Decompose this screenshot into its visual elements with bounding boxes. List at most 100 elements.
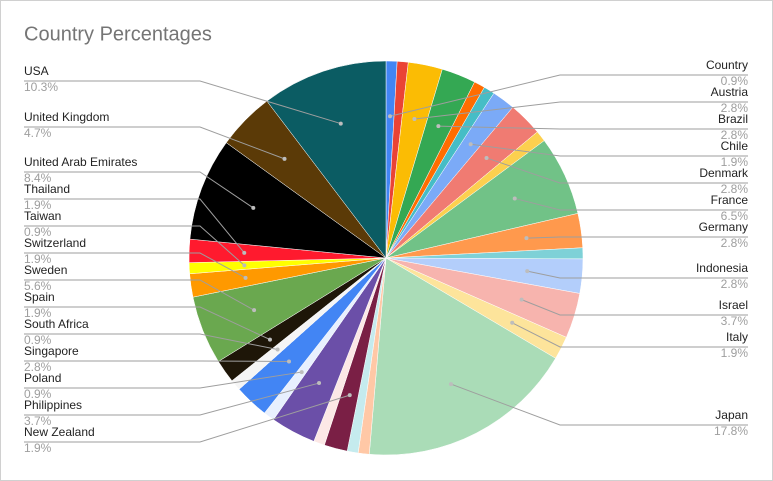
- label-value: 2.8%: [721, 101, 749, 115]
- leader-dot: [299, 370, 304, 375]
- label-name: Taiwan: [24, 209, 61, 223]
- leader-line: [389, 74, 748, 117]
- leader-line: [526, 236, 748, 239]
- label-name: United Kingdom: [24, 110, 109, 124]
- label-value: 8.4%: [24, 171, 52, 185]
- leader-line: [470, 143, 748, 157]
- label-value: 2.8%: [721, 182, 749, 196]
- label-name: Thailand: [24, 182, 70, 196]
- leader-line: [24, 225, 245, 266]
- leader-dot: [524, 236, 529, 241]
- pie: [188, 60, 584, 456]
- label-name: Austria: [711, 85, 749, 99]
- leader-line: [486, 157, 748, 184]
- leader-line: [514, 197, 748, 211]
- leader-dot: [267, 337, 272, 342]
- label-value: 10.3%: [24, 80, 58, 94]
- leader-dot: [510, 320, 515, 325]
- label-name: Spain: [24, 290, 55, 304]
- leader-line: [24, 394, 350, 443]
- label-value: 2.8%: [721, 236, 749, 250]
- leader-dot: [286, 359, 291, 364]
- leader-dot: [243, 275, 248, 280]
- label-name: Country: [706, 58, 748, 72]
- chart-title: Country Percentages: [24, 23, 212, 45]
- label-name: Japan: [715, 408, 748, 422]
- leader-line: [24, 382, 320, 416]
- label-name: Singapore: [24, 344, 79, 358]
- label-value: 5.6%: [24, 279, 52, 293]
- label-value: 1.9%: [24, 252, 52, 266]
- leader-line: [521, 299, 748, 316]
- label-value: 2.8%: [721, 277, 749, 291]
- leader-line: [24, 371, 302, 389]
- label-name: New Zealand: [24, 425, 95, 439]
- leader-dot: [317, 381, 322, 386]
- label-value: 2.8%: [721, 128, 749, 142]
- leader-line: [450, 383, 748, 426]
- leader-line: [24, 252, 246, 279]
- leader-line: [24, 126, 285, 160]
- label-name: Chile: [721, 139, 749, 153]
- label-name: Indonesia: [696, 261, 748, 275]
- leader-dot: [252, 308, 257, 313]
- label-name: Germany: [699, 220, 748, 234]
- label-name: Poland: [24, 371, 61, 385]
- label-value: 0.9%: [24, 333, 52, 347]
- label-name: South Africa: [24, 317, 89, 331]
- leader-dot: [251, 205, 256, 210]
- label-name: Switzerland: [24, 236, 86, 250]
- leader-line: [24, 80, 341, 125]
- label-value: 4.7%: [24, 126, 52, 140]
- label-value: 6.5%: [721, 209, 749, 223]
- label-value: 0.9%: [721, 74, 749, 88]
- leader-dot: [412, 117, 417, 122]
- label-value: 2.8%: [24, 360, 52, 374]
- leader-dot: [436, 124, 441, 129]
- leader-dot: [468, 142, 473, 147]
- leader-line: [24, 333, 278, 350]
- label-value: 1.9%: [721, 346, 749, 360]
- leader-line: [24, 171, 254, 209]
- label-name: France: [711, 193, 749, 207]
- leader-dot: [525, 269, 530, 274]
- label-name: Italy: [726, 330, 748, 344]
- leader-line: [511, 322, 748, 348]
- label-value: 17.8%: [714, 424, 748, 438]
- label-name: Denmark: [699, 166, 749, 180]
- label-name: Philippines: [24, 398, 82, 412]
- label-name: United Arab Emirates: [24, 155, 137, 169]
- labels: Country0.9%Austria2.8%Brazil2.8%Chile1.9…: [24, 58, 749, 455]
- label-name: Israel: [719, 298, 748, 312]
- label-value: 0.9%: [24, 225, 52, 239]
- leader-dot: [282, 156, 287, 161]
- label-value: 1.9%: [24, 198, 52, 212]
- label-name: Sweden: [24, 263, 67, 277]
- label-name: Brazil: [718, 112, 748, 126]
- leader-dot: [275, 347, 280, 352]
- label-value: 3.7%: [721, 314, 749, 328]
- leader-dot: [242, 250, 247, 255]
- leader-dot: [347, 393, 352, 398]
- leader-dot: [448, 382, 453, 387]
- leader-line: [24, 198, 245, 254]
- label-name: USA: [24, 64, 49, 78]
- leader-dot: [519, 297, 524, 302]
- label-value: 1.9%: [24, 306, 52, 320]
- leader-dot: [242, 263, 247, 268]
- leader-line: [527, 270, 748, 279]
- label-value: 1.9%: [721, 155, 749, 169]
- leader-dot: [338, 121, 343, 126]
- leader-line: [438, 125, 748, 130]
- leader-line: [414, 101, 748, 120]
- label-value: 0.9%: [24, 387, 52, 401]
- leader-line: [24, 306, 271, 341]
- leader-dot: [512, 196, 517, 201]
- leader-dot: [388, 114, 393, 119]
- label-value: 3.7%: [24, 414, 52, 428]
- label-value: 1.9%: [24, 441, 52, 455]
- leader-dot: [484, 155, 489, 160]
- leader-line: [24, 279, 255, 311]
- slice: [189, 142, 387, 259]
